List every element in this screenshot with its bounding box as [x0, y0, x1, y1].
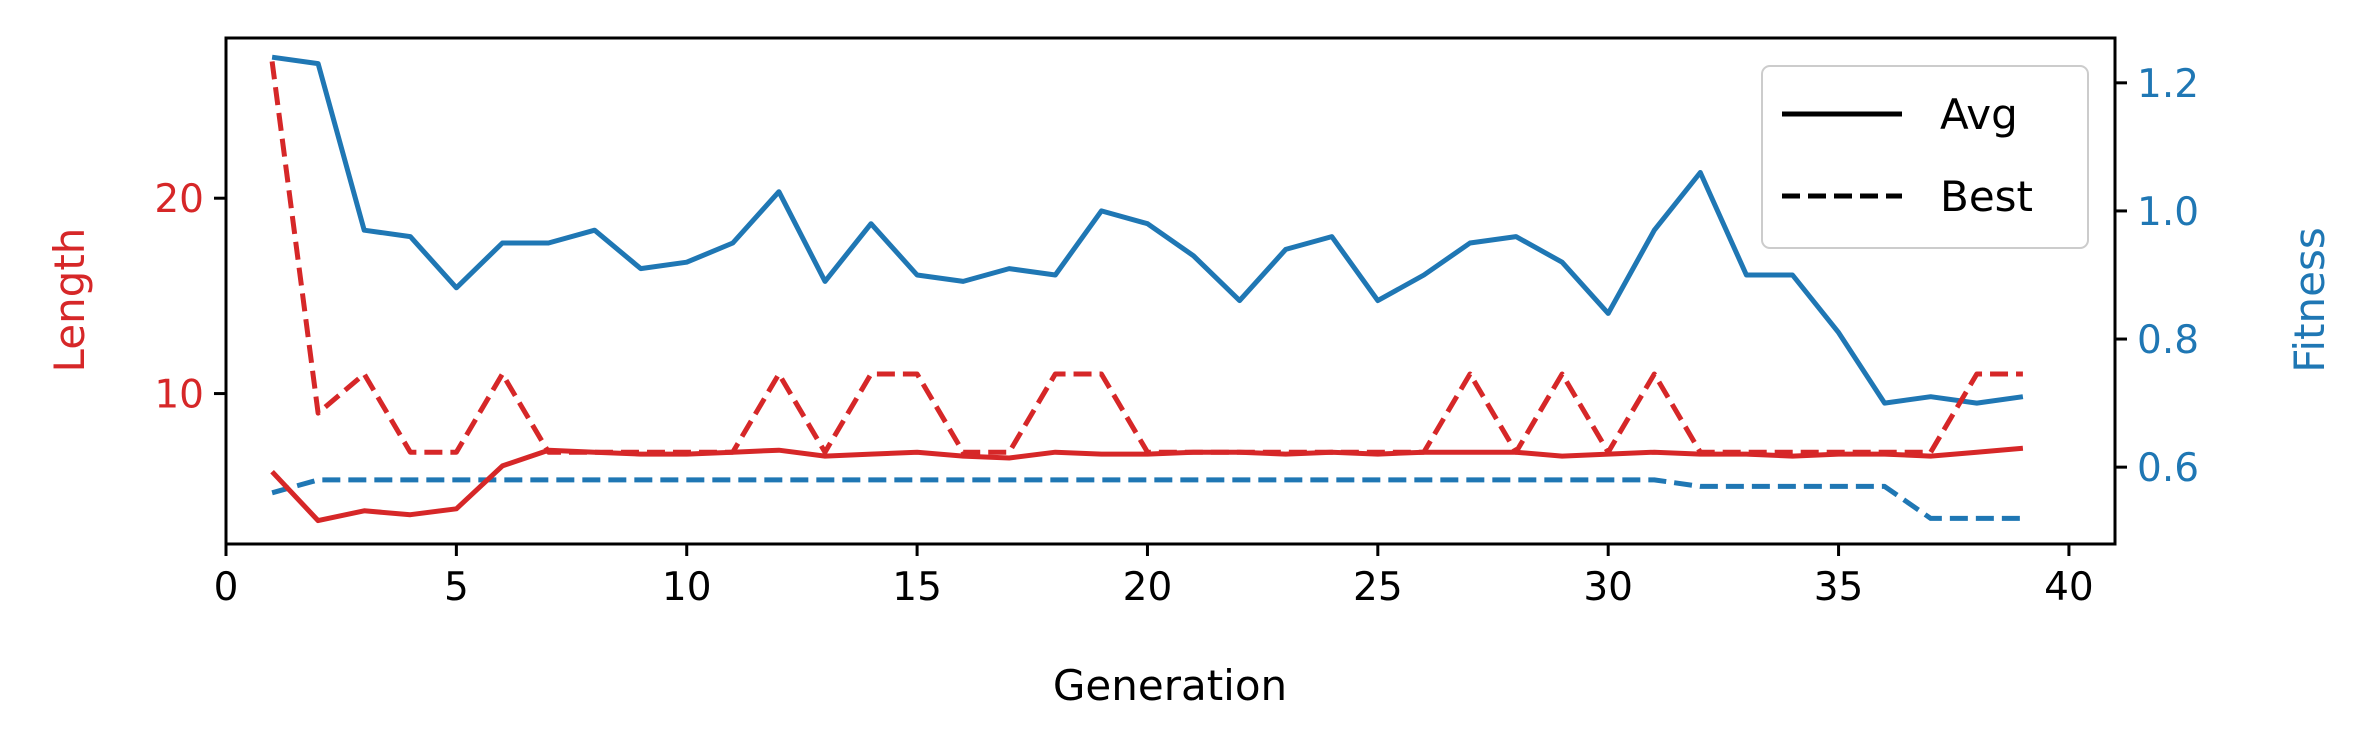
x-tick-label: 20: [1123, 565, 1173, 610]
right-y-tick-label: 0.8: [2137, 318, 2199, 363]
ticks-layer: 0 5 10 15 20 25 30 35 40 10 20 0.6 0.8 1.0 1.2: [154, 62, 2199, 610]
left-y-tick-label: 20: [154, 177, 204, 222]
left-axis-label: Length: [45, 228, 94, 373]
right-axis-label: Fitness: [2285, 227, 2334, 372]
x-tick-label: 5: [444, 565, 469, 610]
legend-box: [1761, 65, 2089, 249]
fitness-avg-line: [271, 54, 2024, 406]
x-tick-label: 30: [1583, 565, 1633, 610]
series-layer: [269, 54, 2024, 524]
length-avg-line: [270, 445, 2024, 524]
x-tick-label: 15: [892, 565, 942, 610]
right-y-tick-label: 1.0: [2137, 190, 2199, 235]
x-tick-label: 35: [1814, 565, 1864, 610]
fitness-best-line: [271, 477, 2023, 521]
x-tick-label: 10: [662, 565, 712, 610]
x-tick-label: 25: [1353, 565, 1403, 610]
left-y-tick-label: 10: [154, 373, 204, 418]
x-tick-label: 0: [214, 565, 239, 610]
x-tick-label: 40: [2044, 565, 2094, 610]
legend-avg-label: Avg: [1940, 90, 2018, 139]
plot-frame: [224, 36, 2117, 546]
right-y-tick-label: 0.6: [2137, 446, 2199, 491]
x-axis-label: Generation: [1053, 661, 1287, 710]
legend-best-label: Best: [1940, 172, 2033, 221]
legend: Avg Best: [1761, 65, 2089, 249]
right-y-tick-label: 1.2: [2137, 62, 2199, 107]
